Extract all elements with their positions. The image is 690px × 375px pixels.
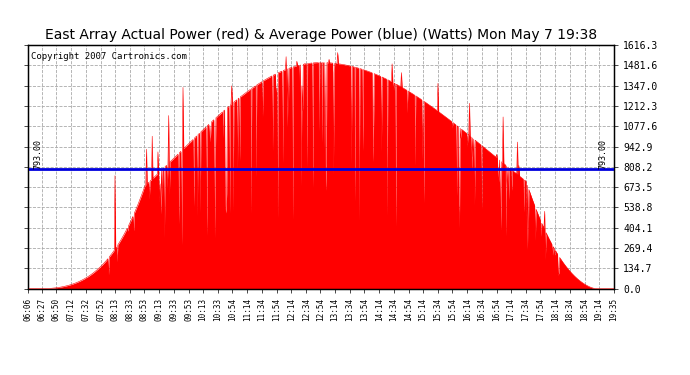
Text: 793.00: 793.00 — [599, 139, 608, 169]
Text: 793.00: 793.00 — [33, 139, 42, 169]
Text: Copyright 2007 Cartronics.com: Copyright 2007 Cartronics.com — [30, 53, 186, 61]
Title: East Array Actual Power (red) & Average Power (blue) (Watts) Mon May 7 19:38: East Array Actual Power (red) & Average … — [45, 28, 597, 42]
